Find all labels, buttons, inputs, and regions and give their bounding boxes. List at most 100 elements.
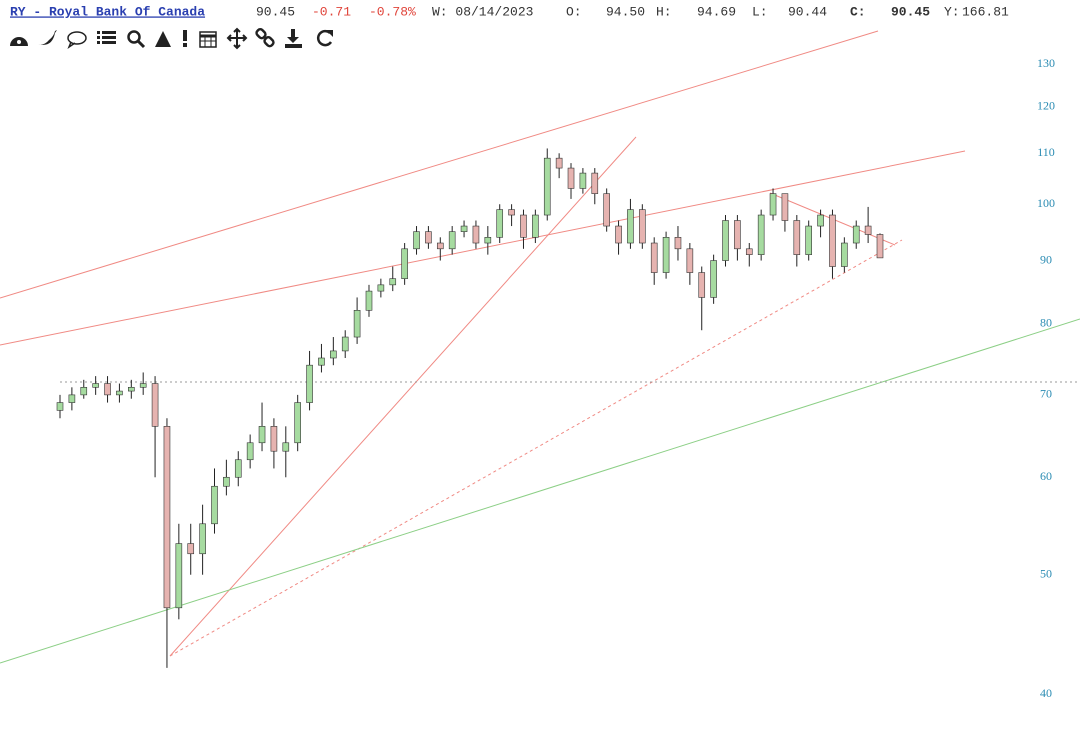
open-value: 94.50 [606,4,645,19]
candle-body [567,167,575,189]
candle-body [258,426,266,444]
download-icon[interactable] [285,29,302,48]
candle-body [56,402,64,411]
twitter-icon[interactable] [38,30,57,45]
header: RY - Royal Bank Of Canada 90.45 -0.71 -0… [10,4,1009,19]
comment-icon[interactable] [67,31,87,49]
triangle-icon[interactable] [155,31,171,47]
candle-body [543,157,551,216]
candle-body [448,231,456,250]
y-tick-label: 110 [1037,145,1055,159]
candle-body [650,242,658,273]
yearly-value: 166.81 [962,4,1009,19]
candle-body [80,386,88,396]
candle-body [686,248,694,273]
y-tick-label: 120 [1037,99,1055,113]
candle-body [401,248,408,279]
search-icon[interactable] [127,30,146,49]
drawings [0,30,1080,664]
list-icon[interactable] [97,31,116,44]
trend-line [0,30,879,299]
candle-body [615,225,622,244]
change: -0.71 [312,4,351,19]
high-value: 94.69 [697,4,736,19]
candle-body [829,214,836,267]
candle-body [864,225,872,235]
alert-icon[interactable] [183,30,187,47]
candle-body [793,220,801,255]
candle-body [781,193,789,221]
candle-body [116,390,123,396]
y-tick-label: 60 [1040,469,1052,483]
last-price: 90.45 [256,4,295,19]
candle-body [353,310,361,338]
y-tick-label: 70 [1040,387,1052,401]
candle-body [496,209,504,238]
candle-body [377,284,385,292]
candle-body [128,386,135,392]
candle-body [876,234,884,259]
candle-body [627,209,634,244]
candle-body [234,459,242,478]
candle-body [769,193,777,216]
candle-body [199,523,206,555]
refresh-icon[interactable] [316,29,333,47]
candle-body [211,485,218,525]
symbol-link[interactable]: RY - Royal Bank Of Canada [10,4,205,19]
y-tick-label: 40 [1040,686,1052,700]
y-tick-label: 130 [1037,56,1055,70]
low-label: L: [752,4,768,19]
candle-body [460,225,468,232]
candle-body [698,272,706,298]
yearly-label: Y: [944,4,960,19]
candle-body [817,214,824,227]
candle-body [805,225,812,255]
candle-body [425,231,432,244]
candle-body [389,278,397,286]
trend-line [169,136,637,657]
candle-body [341,336,349,352]
candle-body [294,402,301,444]
candle-body [639,209,646,244]
dashboard-icon[interactable] [10,37,28,46]
period: W: 08/14/2023 [432,4,533,19]
candle-body [508,209,515,216]
candle-body [579,172,587,189]
calendar-icon[interactable] [199,31,217,48]
trend-line [0,318,1080,664]
candle-body [532,214,539,238]
candle-body [104,383,111,396]
y-tick-label: 50 [1040,566,1052,580]
low-value: 90.44 [788,4,827,19]
candle-body [484,237,492,244]
candle-body [151,383,159,427]
candle-body [413,231,420,250]
candle-body [270,426,278,452]
candle-body [674,237,682,250]
candle-body [365,290,373,311]
candle-body [757,214,765,255]
candle-body [175,543,183,609]
open-label: O: [566,4,582,19]
candle-body [330,350,337,359]
candle-body [436,242,444,250]
candle-body [520,214,527,238]
candle-body [841,242,848,267]
candle-body [734,220,741,250]
high-label: H: [656,4,672,19]
link-icon[interactable] [255,28,275,48]
close-value: 90.45 [891,4,930,19]
candle-body [318,357,325,366]
change-pct: -0.78% [369,4,416,19]
move-icon[interactable] [226,27,248,50]
candle-body [223,476,230,487]
trend-line [169,239,903,657]
candle-body [282,442,290,452]
candle-body [555,157,563,169]
candle-body [306,364,313,403]
candle-body [92,383,99,388]
candle-body [852,225,860,244]
y-tick-label: 100 [1037,196,1055,210]
